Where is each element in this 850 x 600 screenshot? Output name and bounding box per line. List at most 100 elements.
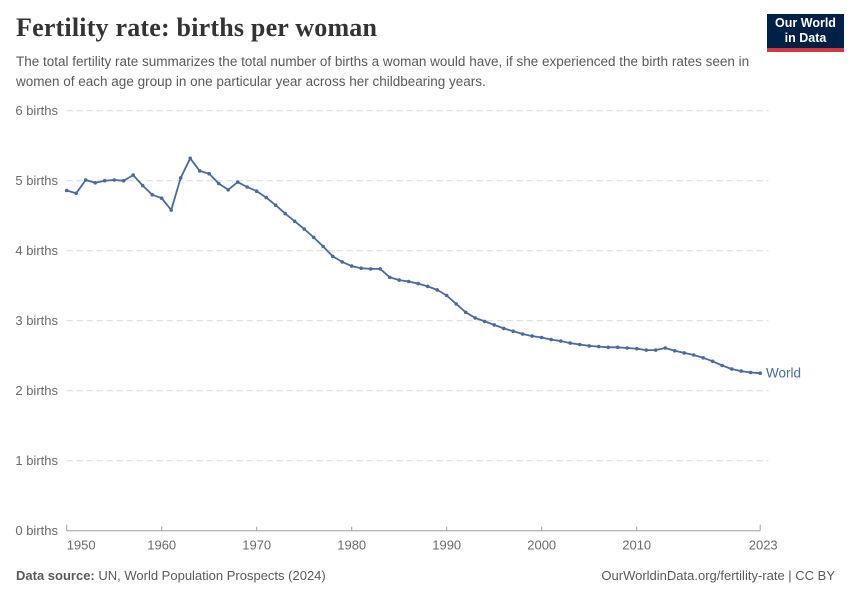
data-point[interactable] xyxy=(568,341,572,345)
data-point[interactable] xyxy=(321,244,326,249)
data-point[interactable] xyxy=(615,345,620,350)
data-point[interactable] xyxy=(83,178,88,182)
data-point[interactable] xyxy=(102,178,107,183)
series-end-label[interactable]: World xyxy=(766,366,801,381)
data-point[interactable] xyxy=(207,171,211,176)
data-point[interactable] xyxy=(416,281,421,286)
data-point[interactable] xyxy=(454,302,459,306)
data-point[interactable] xyxy=(739,369,743,373)
data-point[interactable] xyxy=(625,346,629,350)
data-point[interactable] xyxy=(349,264,354,268)
data-point[interactable] xyxy=(235,180,240,184)
data-point[interactable] xyxy=(606,345,610,350)
data-point[interactable] xyxy=(340,260,345,264)
credit-link[interactable]: OurWorldinData.org/fertility-rate | CC B… xyxy=(601,568,835,583)
data-point[interactable] xyxy=(387,275,392,280)
data-point[interactable] xyxy=(359,266,364,271)
x-axis-label: 1950 xyxy=(67,538,96,553)
data-point[interactable] xyxy=(273,203,278,207)
data-point[interactable] xyxy=(311,235,316,240)
x-axis-label: 2023 xyxy=(749,538,778,553)
chart-subtitle: The total fertility rate summarizes the … xyxy=(16,54,750,89)
data-point[interactable] xyxy=(330,254,335,259)
owid-logo[interactable]: Our World in Data xyxy=(767,14,844,52)
data-point[interactable] xyxy=(169,208,173,212)
data-point[interactable] xyxy=(254,189,259,193)
data-point[interactable] xyxy=(131,173,135,177)
data-point[interactable] xyxy=(596,344,601,349)
data-point[interactable] xyxy=(444,293,449,298)
x-axis-label: 1960 xyxy=(147,538,176,553)
data-source-text: UN, World Population Prospects (2024) xyxy=(94,568,326,583)
data-point[interactable] xyxy=(397,278,402,282)
data-point[interactable] xyxy=(197,169,202,173)
y-axis-label: 5 births xyxy=(15,173,58,188)
data-point[interactable] xyxy=(710,359,715,364)
world-trend-line[interactable] xyxy=(65,157,762,375)
y-axis-label: 4 births xyxy=(15,243,58,258)
data-point[interactable] xyxy=(378,267,383,271)
data-point[interactable] xyxy=(188,156,192,161)
owid-logo-line2: in Data xyxy=(784,31,827,45)
data-source: Data source: UN, World Population Prospe… xyxy=(16,568,326,583)
data-point[interactable] xyxy=(64,188,69,193)
data-point[interactable] xyxy=(140,183,145,188)
data-point[interactable] xyxy=(691,353,696,357)
data-point[interactable] xyxy=(112,178,116,182)
x-axis-label: 1990 xyxy=(432,538,461,553)
data-point[interactable] xyxy=(435,288,440,292)
data-point[interactable] xyxy=(492,323,497,327)
y-axis-label: 0 births xyxy=(15,523,58,538)
data-point[interactable] xyxy=(178,176,183,180)
data-point[interactable] xyxy=(587,344,591,348)
data-point[interactable] xyxy=(729,367,734,371)
data-point[interactable] xyxy=(539,335,544,340)
data-point[interactable] xyxy=(653,348,658,352)
data-point[interactable] xyxy=(121,178,126,183)
data-point[interactable] xyxy=(302,227,307,231)
data-point[interactable] xyxy=(558,339,563,343)
data-point[interactable] xyxy=(264,195,269,200)
data-point[interactable] xyxy=(245,185,249,189)
data-point[interactable] xyxy=(74,191,78,196)
page-title: Fertility rate: births per woman xyxy=(16,13,378,42)
y-axis-label: 3 births xyxy=(15,313,58,328)
y-axis-label: 6 births xyxy=(15,103,58,118)
data-point[interactable] xyxy=(368,267,373,271)
data-point[interactable] xyxy=(520,332,525,336)
data-point[interactable] xyxy=(720,363,724,368)
data-point[interactable] xyxy=(159,196,164,200)
data-point[interactable] xyxy=(644,348,648,352)
data-point[interactable] xyxy=(216,181,221,186)
y-axis-label: 2 births xyxy=(15,383,58,398)
x-axis-label: 1970 xyxy=(242,538,271,553)
data-point[interactable] xyxy=(634,346,639,351)
data-point[interactable] xyxy=(758,371,762,376)
data-point[interactable] xyxy=(663,346,667,350)
data-point[interactable] xyxy=(530,334,534,338)
data-point[interactable] xyxy=(93,181,97,185)
data-point[interactable] xyxy=(473,316,478,320)
data-point[interactable] xyxy=(511,329,515,334)
y-axis-label: 1 births xyxy=(15,453,58,468)
data-point[interactable] xyxy=(406,279,411,284)
data-point[interactable] xyxy=(425,284,430,289)
data-point[interactable] xyxy=(748,370,753,375)
data-point[interactable] xyxy=(549,337,553,342)
data-point[interactable] xyxy=(682,351,686,355)
data-point[interactable] xyxy=(501,326,506,331)
data-point[interactable] xyxy=(226,188,230,192)
data-point[interactable] xyxy=(150,192,154,197)
x-axis-label: 2010 xyxy=(622,538,651,553)
data-point[interactable] xyxy=(482,319,487,324)
data-point[interactable] xyxy=(283,211,288,216)
data-point[interactable] xyxy=(577,342,582,347)
owid-logo-line1: Our World xyxy=(775,16,836,30)
data-point[interactable] xyxy=(292,219,297,224)
data-point[interactable] xyxy=(701,356,705,360)
data-source-label: Data source: xyxy=(16,568,95,583)
data-point[interactable] xyxy=(672,349,677,353)
data-point[interactable] xyxy=(463,310,468,315)
